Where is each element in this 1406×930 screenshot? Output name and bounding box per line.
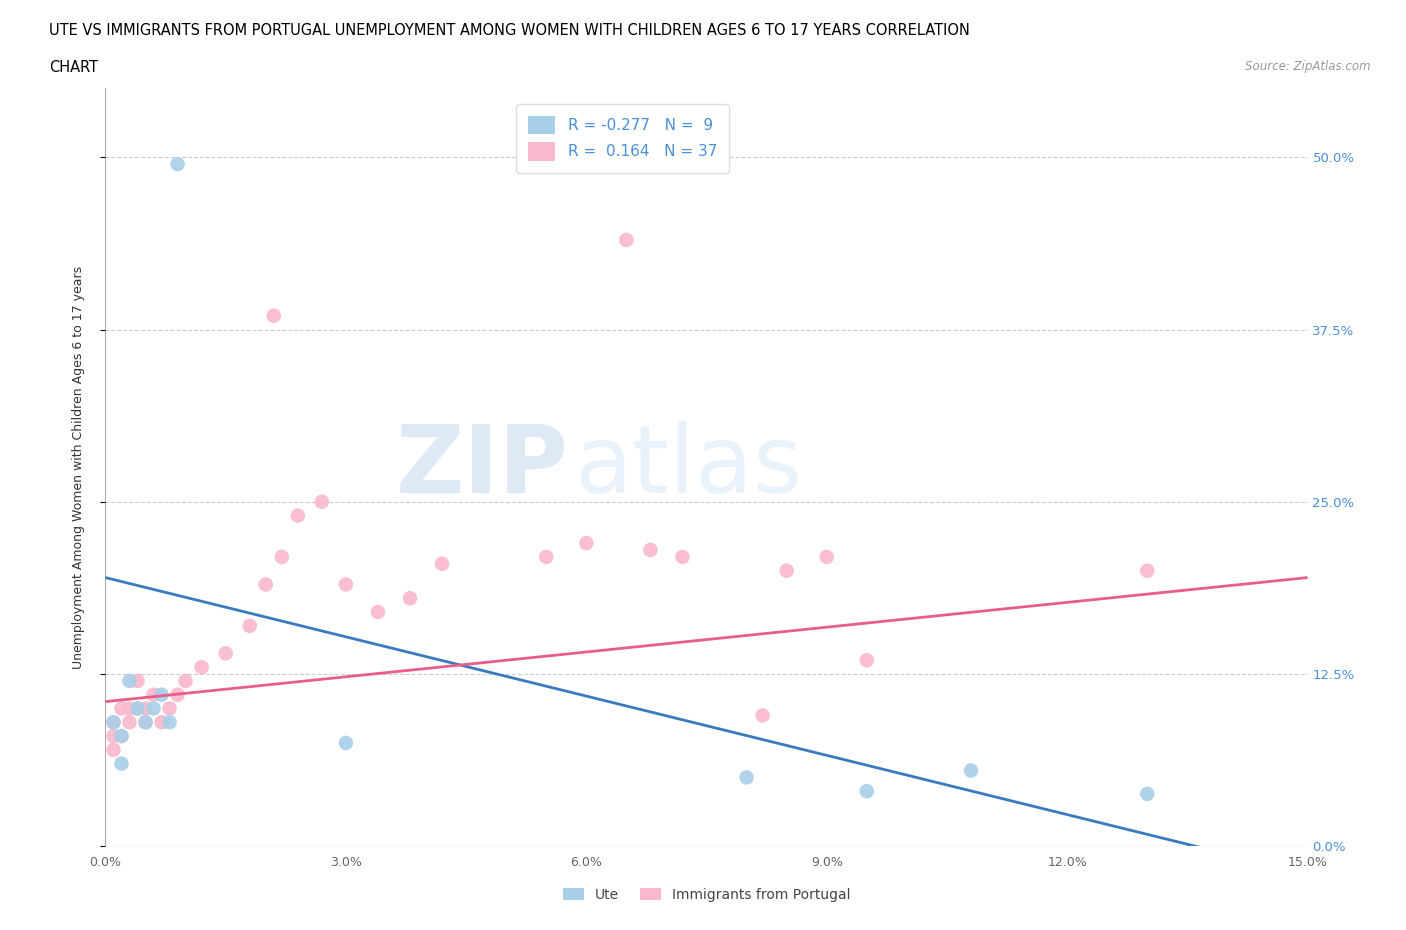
Point xyxy=(751,708,773,723)
Point xyxy=(640,542,662,557)
Point xyxy=(110,728,132,743)
Point xyxy=(127,701,149,716)
Point xyxy=(335,577,357,591)
Point xyxy=(110,701,132,716)
Point xyxy=(335,736,357,751)
Point xyxy=(103,715,125,730)
Point xyxy=(287,508,309,523)
Point xyxy=(135,701,157,716)
Point xyxy=(214,646,236,661)
Point xyxy=(254,577,277,591)
Point xyxy=(534,550,557,565)
Point xyxy=(190,659,212,674)
Point xyxy=(263,309,285,324)
Point xyxy=(150,715,173,730)
Point xyxy=(399,591,422,605)
Point xyxy=(671,550,693,565)
Point xyxy=(367,604,389,619)
Point xyxy=(159,715,181,730)
Text: atlas: atlas xyxy=(574,421,803,513)
Point xyxy=(270,550,292,565)
Point xyxy=(135,715,157,730)
Text: ZIP: ZIP xyxy=(395,421,568,513)
Point xyxy=(855,784,877,799)
Point xyxy=(1136,564,1159,578)
Point xyxy=(575,536,598,551)
Point xyxy=(150,687,173,702)
Point xyxy=(815,550,838,565)
Text: Source: ZipAtlas.com: Source: ZipAtlas.com xyxy=(1246,60,1371,73)
Text: UTE VS IMMIGRANTS FROM PORTUGAL UNEMPLOYMENT AMONG WOMEN WITH CHILDREN AGES 6 TO: UTE VS IMMIGRANTS FROM PORTUGAL UNEMPLOY… xyxy=(49,23,970,38)
Point xyxy=(103,742,125,757)
Point xyxy=(135,715,157,730)
Point xyxy=(127,673,149,688)
Point xyxy=(110,728,132,743)
Text: CHART: CHART xyxy=(49,60,98,75)
Point xyxy=(110,756,132,771)
Legend: Ute, Immigrants from Portugal: Ute, Immigrants from Portugal xyxy=(557,883,856,908)
Point xyxy=(118,673,141,688)
Point xyxy=(616,232,638,247)
Point xyxy=(142,687,165,702)
Point xyxy=(118,701,141,716)
Point xyxy=(103,715,125,730)
Point xyxy=(127,701,149,716)
Point xyxy=(174,673,197,688)
Point xyxy=(142,701,165,716)
Point xyxy=(430,556,453,571)
Point xyxy=(166,687,188,702)
Point xyxy=(735,770,758,785)
Point xyxy=(239,618,262,633)
Y-axis label: Unemployment Among Women with Children Ages 6 to 17 years: Unemployment Among Women with Children A… xyxy=(72,266,84,669)
Point xyxy=(166,157,188,172)
Point xyxy=(103,728,125,743)
Point xyxy=(776,564,799,578)
Point xyxy=(1136,787,1159,802)
Point xyxy=(960,763,983,777)
Point xyxy=(311,495,333,510)
Point xyxy=(159,701,181,716)
Point xyxy=(855,653,877,668)
Point xyxy=(118,715,141,730)
